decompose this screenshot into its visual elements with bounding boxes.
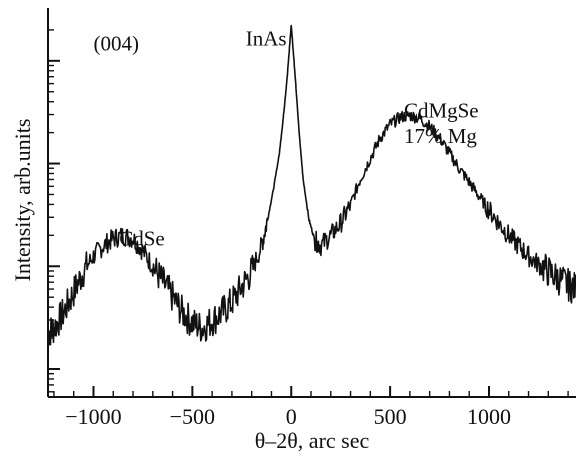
x-ticks: −1000 −500 0 500 1000 bbox=[53, 386, 569, 429]
annotation-label: 17% Mg bbox=[404, 124, 477, 148]
y-axis-title: Intensity, arb.units bbox=[10, 119, 35, 282]
annotation-label: (004) bbox=[93, 32, 139, 56]
x-tick-label: −500 bbox=[170, 404, 215, 429]
x-tick-label: −1000 bbox=[65, 404, 121, 429]
x-tick-label: 0 bbox=[286, 404, 297, 429]
annotation-label: CdSe bbox=[119, 227, 165, 251]
annotation-label: InAs bbox=[246, 26, 287, 50]
annotation-label: CdMgSe bbox=[404, 98, 479, 122]
x-tick-label: 500 bbox=[374, 404, 407, 429]
series-layer bbox=[47, 24, 576, 346]
series-line bbox=[47, 24, 576, 346]
axes bbox=[47, 8, 576, 398]
x-tick-label: 1000 bbox=[467, 404, 511, 429]
x-axis-title: θ–2θ, arc sec bbox=[255, 428, 370, 453]
y-ticks bbox=[48, 29, 60, 393]
